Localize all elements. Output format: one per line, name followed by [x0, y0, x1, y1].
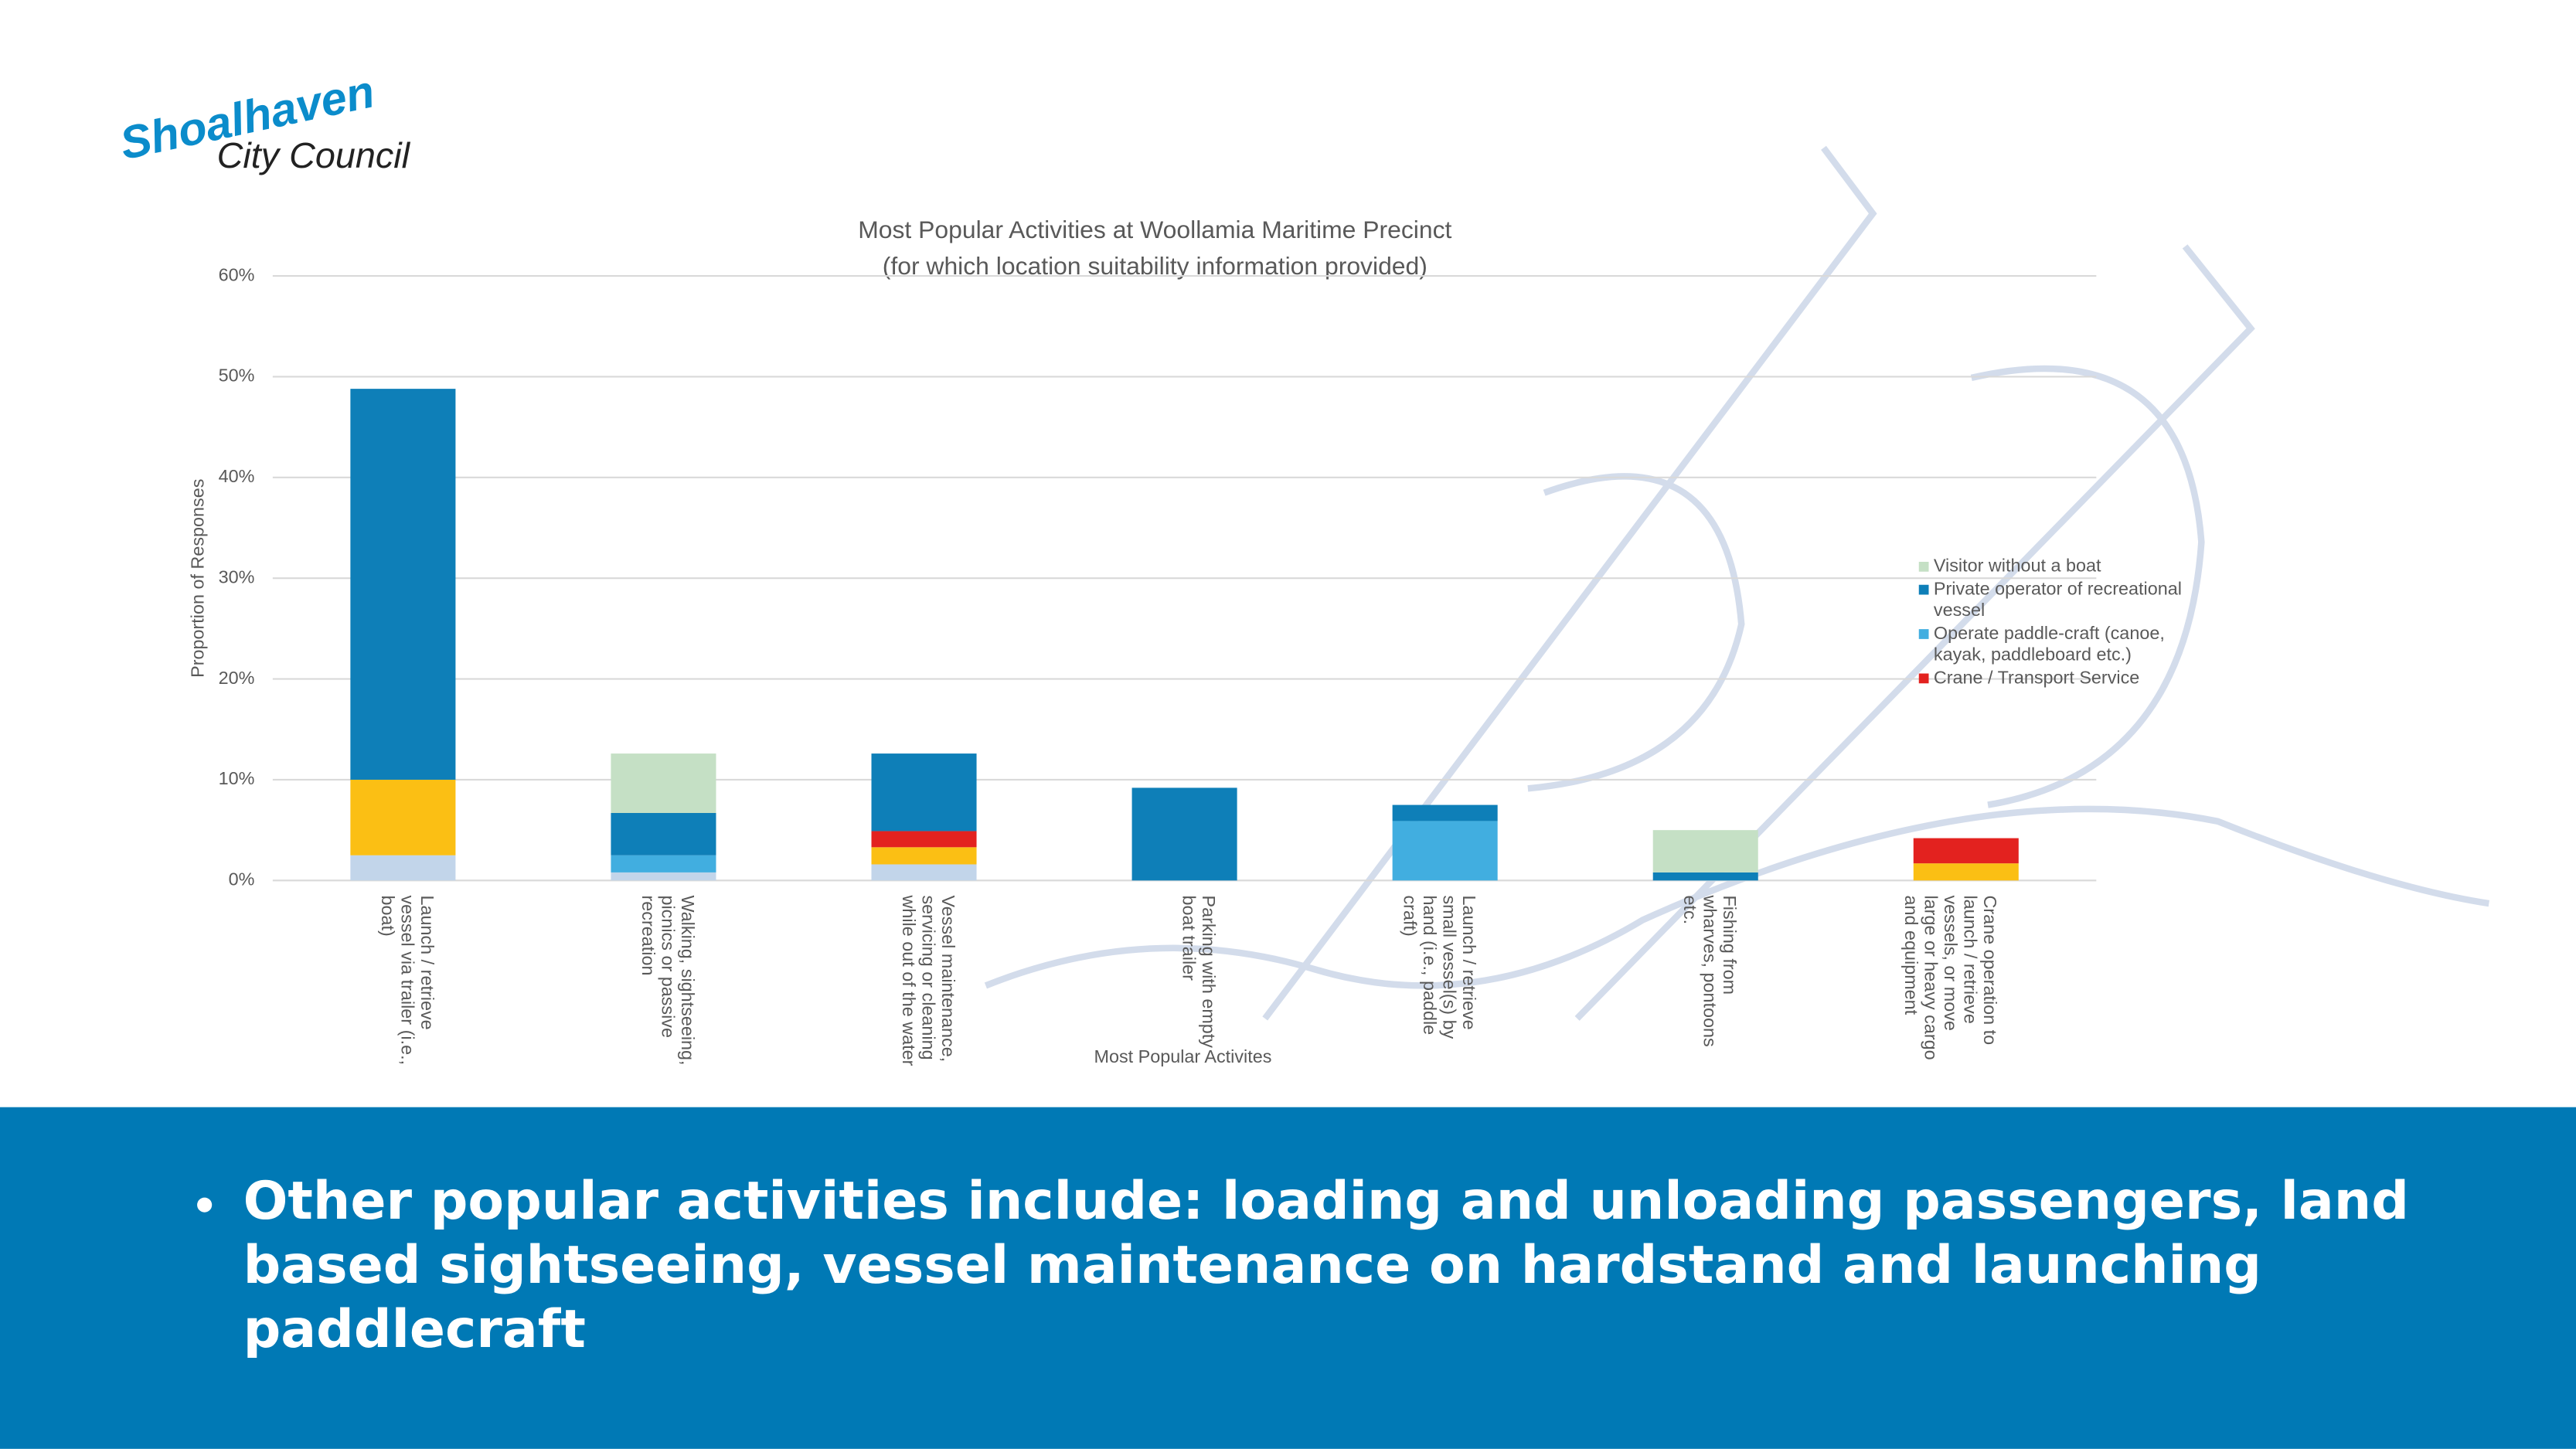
legend-entry: Operate paddle-craft (canoe, kayak, padd…	[1918, 624, 2205, 667]
bar-segment	[1652, 872, 1758, 881]
footer-band	[0, 1107, 2576, 1449]
bar-segment	[871, 847, 977, 865]
bar-segment	[1131, 787, 1237, 881]
bar-segment	[1392, 821, 1498, 881]
y-tick-label: 20%	[219, 668, 255, 688]
bar-segment	[611, 855, 716, 872]
x-tick-label: Vessel maintenance, servicing or cleanin…	[897, 895, 958, 1066]
bar-segment	[611, 812, 716, 855]
legend-swatch	[1918, 673, 1929, 684]
legend-swatch	[1918, 561, 1929, 572]
bar-segment	[1913, 863, 2019, 881]
y-tick-label: 50%	[219, 366, 255, 386]
bar-segment	[611, 753, 716, 813]
logo-subtitle: City Council	[216, 134, 410, 176]
x-tick-label: Fishing from wharves, pontoons etc.	[1679, 895, 1739, 1047]
y-tick-label: 10%	[219, 768, 255, 788]
bar-segment	[1913, 838, 2019, 864]
y-tick-label: 60%	[219, 264, 255, 284]
x-tick-label: Launch / retrieve small vessel(s) by han…	[1399, 895, 1479, 1039]
x-axis-label: Most Popular Activites	[1094, 1046, 1271, 1066]
legend-entry: Private operator of recreational vessel	[1918, 580, 2205, 622]
bar-segment	[1392, 804, 1498, 821]
y-tick-label: 40%	[219, 466, 255, 486]
chart-title: Most Popular Activities at Woollamia Mar…	[858, 216, 1451, 243]
bar-segment	[611, 872, 716, 881]
legend-entry: Visitor without a boat	[1918, 557, 2205, 579]
bar-segment	[871, 753, 977, 832]
bar-segment	[1652, 830, 1758, 872]
y-tick-label: 30%	[219, 566, 255, 587]
x-tick-label: Launch / retrieve vessel via trailer (i.…	[376, 895, 436, 1066]
bar-segment	[871, 831, 977, 848]
x-tick-label: Walking, sightseeing, picnics or passive…	[637, 895, 696, 1066]
bar-segment	[871, 864, 977, 881]
y-tick-label: 0%	[229, 869, 255, 889]
bar-segment	[350, 855, 456, 881]
x-tick-label: Crane operation to launch / retrieve ves…	[1900, 895, 1999, 1060]
x-tick-label: Parking with empty boat trailer	[1178, 895, 1218, 1049]
chart-subtitle: (for which location suitability informat…	[883, 252, 1428, 280]
legend-entry: Crane / Transport Service	[1918, 668, 2205, 690]
bar-segment	[350, 779, 456, 855]
bar-segment	[350, 389, 456, 780]
y-axis-label: Proportion of Responses	[187, 479, 207, 678]
bullet-text: Other popular activities include: loadin…	[197, 1169, 2445, 1362]
legend-swatch	[1918, 584, 1929, 595]
legend-swatch	[1918, 629, 1929, 639]
